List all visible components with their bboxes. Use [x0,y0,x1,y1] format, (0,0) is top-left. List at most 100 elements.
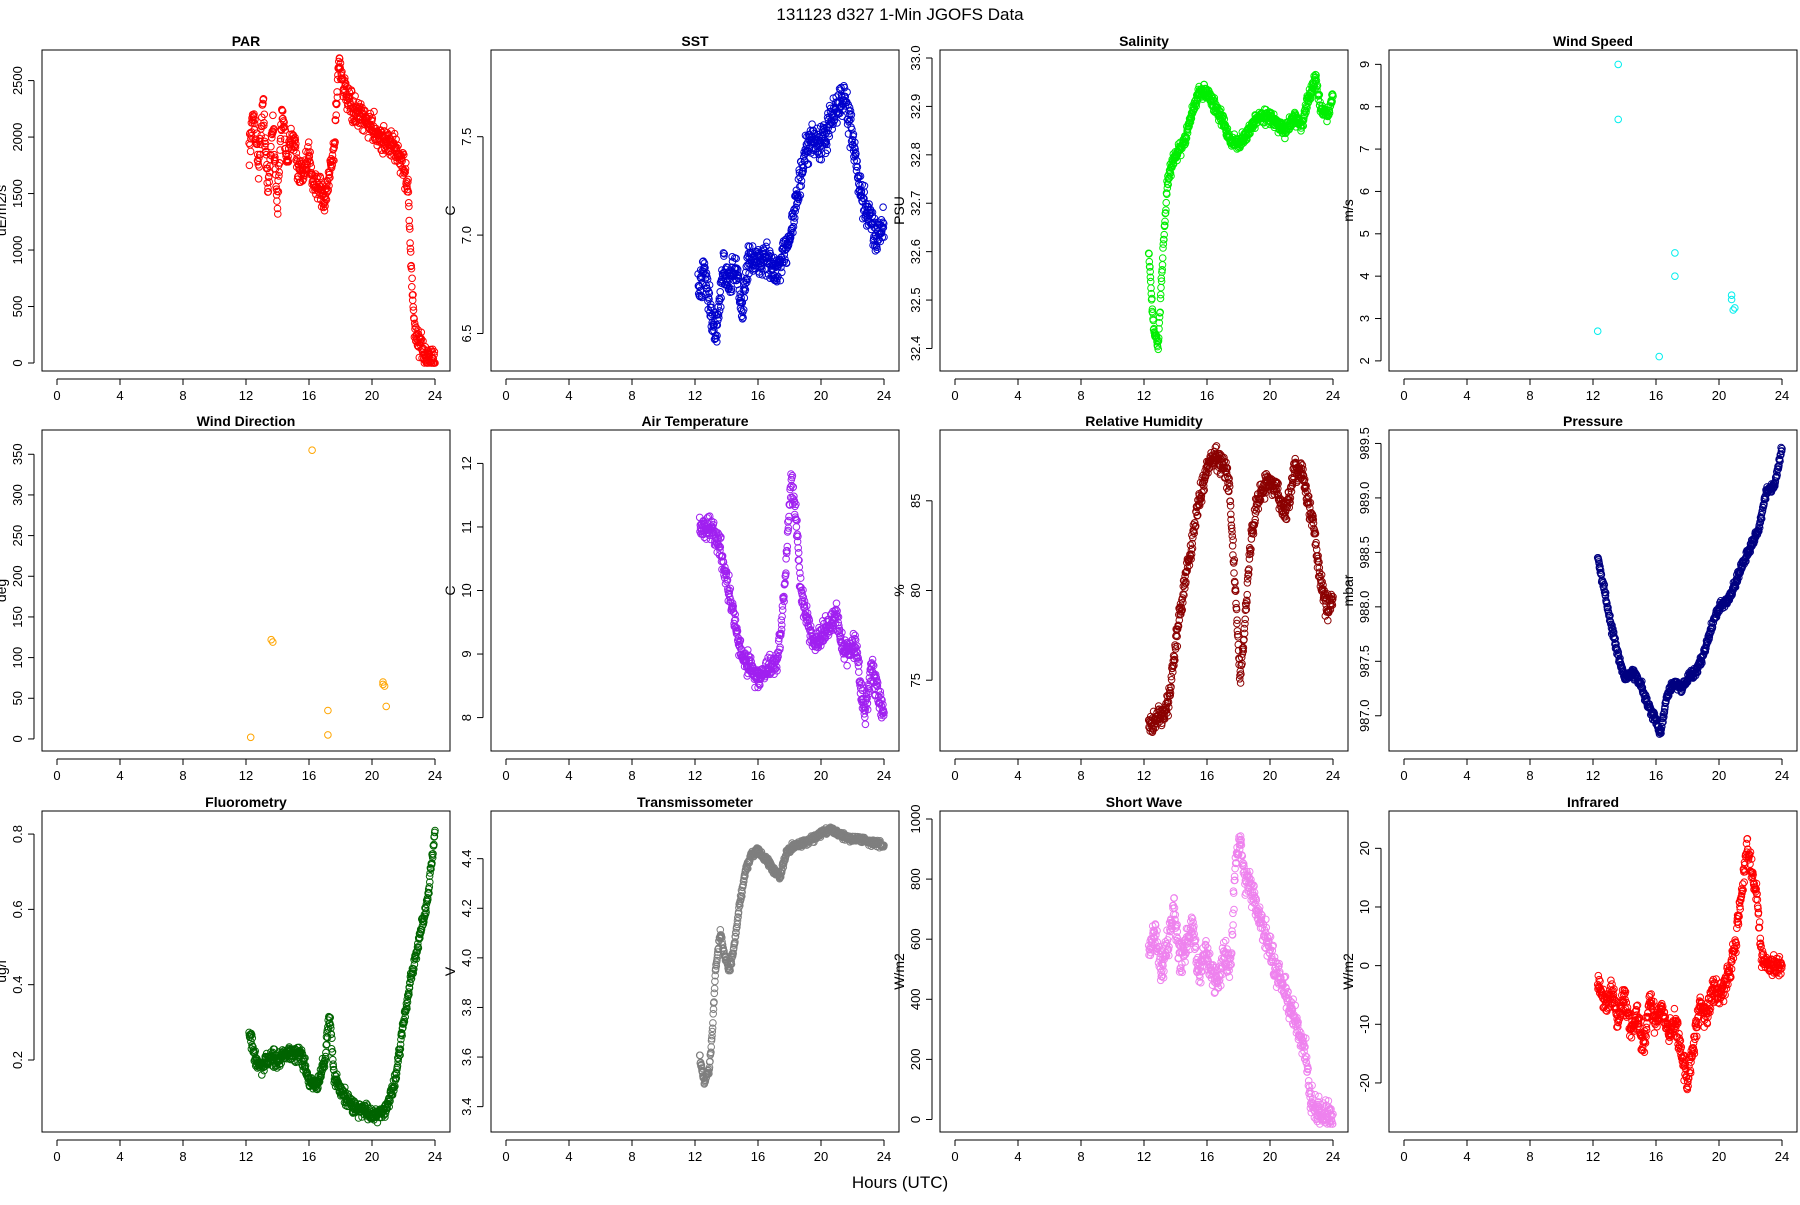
y-tick-label: 12 [459,456,474,470]
data-series [246,827,439,1126]
x-tick-label: 0 [53,388,60,403]
x-tick-label: 24 [1775,768,1789,783]
data-point [1732,305,1739,312]
y-tick-label: 6.5 [459,324,474,342]
chart-title: PAR [232,33,261,49]
y-axis-label: PSU [891,196,907,225]
x-tick-label: 0 [951,768,958,783]
y-tick-label: 300 [10,484,25,506]
x-axis-label: Hours (UTC) [852,1173,948,1192]
x-tick-label: 16 [302,768,316,783]
y-tick-label: 0.4 [10,976,25,994]
data-series [1145,443,1336,736]
y-tick-label: 85 [908,494,923,508]
x-tick-label: 16 [751,388,765,403]
y-tick-label: 0.8 [10,825,25,843]
data-point [1227,503,1234,510]
x-tick-label: 16 [751,1149,765,1164]
x-tick-label: 4 [565,388,572,403]
y-tick-label: 2500 [10,66,25,95]
data-point [1158,284,1165,291]
x-tick-label: 4 [565,768,572,783]
data-point [409,284,416,291]
x-tick-label: 12 [688,768,702,783]
x-tick-label: 24 [877,388,891,403]
data-point [1163,199,1170,206]
y-axis: 6.57.07.5C [442,128,483,343]
x-tick-label: 20 [365,388,379,403]
data-point [1615,116,1622,123]
y-tick-label: 2 [1357,357,1372,364]
x-tick-label: 24 [877,1149,891,1164]
figure-title: 131123 d327 1-Min JGOFS Data [776,5,1024,24]
x-tick-label: 12 [1137,388,1151,403]
y-tick-label: 7.0 [459,226,474,244]
x-tick-label: 4 [1463,388,1470,403]
data-point [779,622,786,629]
plot-frame [491,811,899,1132]
data-point [764,239,771,246]
data-point [1147,278,1154,285]
data-point [1728,296,1735,303]
data-point [1672,250,1679,257]
x-tick-label: 8 [179,388,186,403]
data-point [325,732,332,739]
x-tick-label: 16 [751,768,765,783]
y-axis-label: m/s [1340,199,1356,222]
y-tick-label: 32.4 [908,336,923,361]
x-tick-label: 0 [502,1149,509,1164]
y-tick-label: 989.0 [1357,482,1372,515]
x-tick-label: 8 [1526,768,1533,783]
y-tick-label: 32.6 [908,239,923,264]
x-tick-label: 24 [1326,768,1340,783]
x-tick-label: 0 [1400,388,1407,403]
data-point [255,176,262,183]
data-point [305,139,312,146]
data-point [1730,307,1737,314]
chart-title: Transmissometer [637,794,753,810]
x-tick-label: 8 [179,1149,186,1164]
plot-frame [940,430,1348,751]
data-point [1241,630,1248,637]
x-tick-label: 20 [1263,768,1277,783]
data-point [711,985,718,992]
data-point [309,447,316,454]
data-point [383,703,390,710]
y-tick-label: 7 [1357,145,1372,152]
data-point [1157,291,1164,298]
x-tick-label: 8 [628,768,635,783]
chart-title: SST [681,33,709,49]
data-series [247,447,389,741]
x-tick-label: 16 [1649,388,1663,403]
data-series [1145,71,1336,352]
x-tick-label: 0 [951,388,958,403]
x-tick-label: 20 [814,388,828,403]
x-tick-label: 4 [565,1149,572,1164]
data-point [325,707,332,714]
chart-title: Relative Humidity [1085,413,1203,429]
plot-frame [1389,50,1797,371]
x-tick-label: 16 [1200,768,1214,783]
x-tick-label: 16 [302,388,316,403]
x-tick-label: 0 [502,388,509,403]
plot-frame [42,430,450,751]
plot-frame [940,50,1348,371]
y-tick-label: 3 [1357,315,1372,322]
x-tick-label: 16 [1649,768,1663,783]
x-tick-label: 4 [116,768,123,783]
y-tick-label: 3.6 [459,1048,474,1066]
y-tick-label: 3.8 [459,998,474,1016]
data-point [793,524,800,531]
data-point [246,162,253,169]
data-point [856,669,863,676]
